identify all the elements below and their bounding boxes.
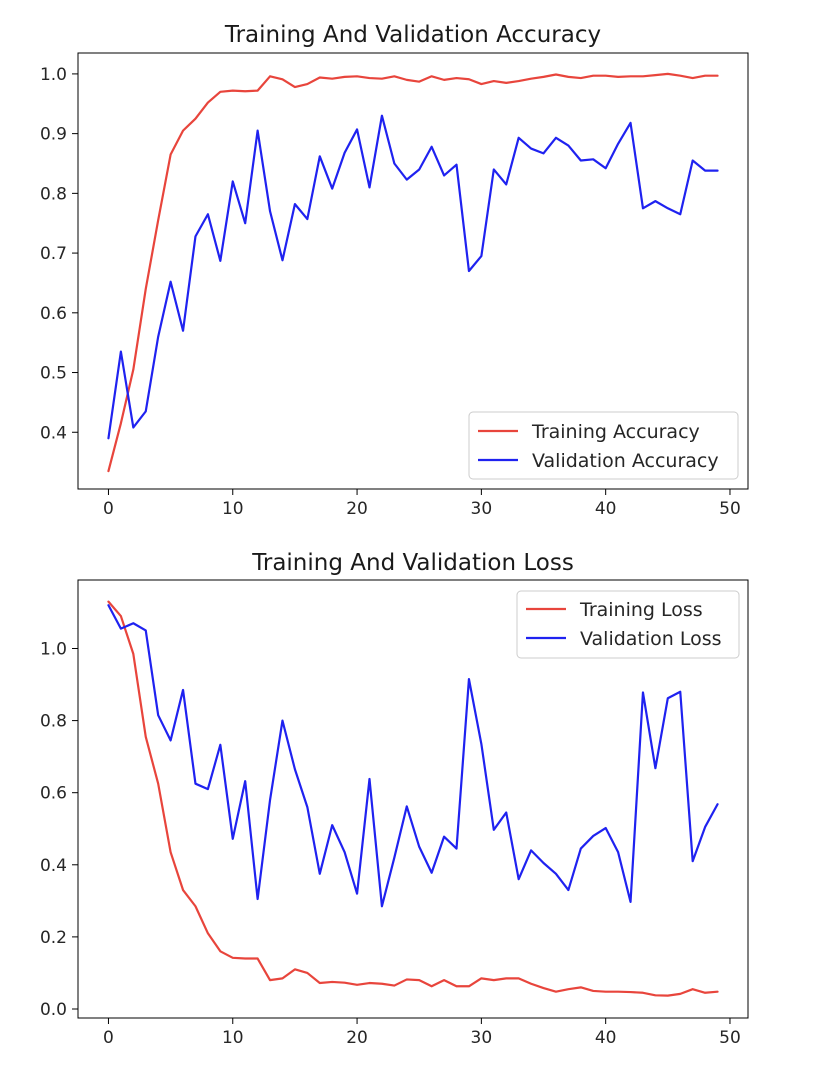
accuracy-x-tick-label: 30 [471, 499, 493, 519]
accuracy-y-tick-label: 1.0 [40, 65, 67, 85]
series-line-training-accuracy [107, 72, 719, 473]
loss-chart-title: Training And Validation Loss [251, 550, 574, 576]
accuracy-legend-box [468, 411, 739, 480]
loss-x-tick-label: 50 [719, 1028, 741, 1048]
accuracy-y-tick-label: 0.7 [40, 244, 67, 264]
accuracy-y-tick-label: 0.6 [40, 304, 67, 324]
series-line-training-loss [107, 600, 719, 997]
legend-training-loss-label: Training Loss [579, 599, 703, 621]
accuracy-plot-frame [77, 52, 749, 490]
legend-validation-loss-label: Validation Loss [580, 628, 722, 650]
loss-legend-box [516, 590, 740, 659]
loss-y-tick-label: 1.0 [40, 639, 67, 659]
accuracy-x-tick-label: 40 [595, 499, 617, 519]
accuracy-y-tick-label: 0.5 [40, 364, 67, 384]
accuracy-x-tick-label: 50 [719, 499, 741, 519]
loss-y-tick-label: 0.0 [40, 1000, 67, 1020]
series-line-validation-loss [107, 604, 719, 908]
legend-validation-accuracy-label: Validation Accuracy [532, 450, 719, 472]
accuracy-x-tick-label: 10 [222, 499, 244, 519]
loss-x-tick-label: 10 [222, 1028, 244, 1048]
series-line-validation-accuracy [107, 114, 719, 440]
accuracy-y-axis: 0.4 0.5 0.6 0.7 0.8 0.9 1.0 [40, 65, 78, 443]
legend-training-accuracy-label: Training Accuracy [531, 421, 700, 443]
accuracy-chart-title: Training And Validation Accuracy [224, 22, 601, 48]
loss-chart: Training And Validation Loss 0 10 20 30 40 50… [40, 550, 749, 1048]
loss-x-tick-label: 20 [346, 1028, 368, 1048]
accuracy-plot-area [107, 72, 719, 473]
loss-plot-frame [77, 579, 749, 1019]
loss-y-axis: 0.0 0.2 0.4 0.6 0.8 1.0 [40, 639, 78, 1020]
loss-x-tick-label: 0 [103, 1028, 114, 1048]
loss-y-tick-label: 0.2 [40, 928, 67, 948]
loss-legend: Training Loss Validation Loss [516, 590, 740, 659]
loss-x-tick-label: 30 [471, 1028, 493, 1048]
accuracy-y-tick-label: 0.8 [40, 184, 67, 204]
accuracy-legend: Training Accuracy Validation Accuracy [468, 411, 739, 480]
accuracy-x-axis: 0 10 20 30 40 50 [103, 489, 741, 519]
loss-y-tick-label: 0.8 [40, 712, 67, 732]
accuracy-chart: Training And Validation Accuracy 0 10 20 30… [40, 22, 749, 519]
loss-x-axis: 0 10 20 30 40 50 [103, 1018, 741, 1048]
accuracy-y-tick-label: 0.9 [40, 125, 67, 145]
accuracy-x-tick-label: 0 [103, 499, 114, 519]
loss-plot-area [107, 600, 719, 997]
accuracy-x-tick-label: 20 [346, 499, 368, 519]
accuracy-y-tick-label: 0.4 [40, 423, 67, 443]
loss-y-tick-label: 0.4 [40, 856, 67, 876]
loss-x-tick-label: 40 [595, 1028, 617, 1048]
loss-y-tick-label: 0.6 [40, 784, 67, 804]
